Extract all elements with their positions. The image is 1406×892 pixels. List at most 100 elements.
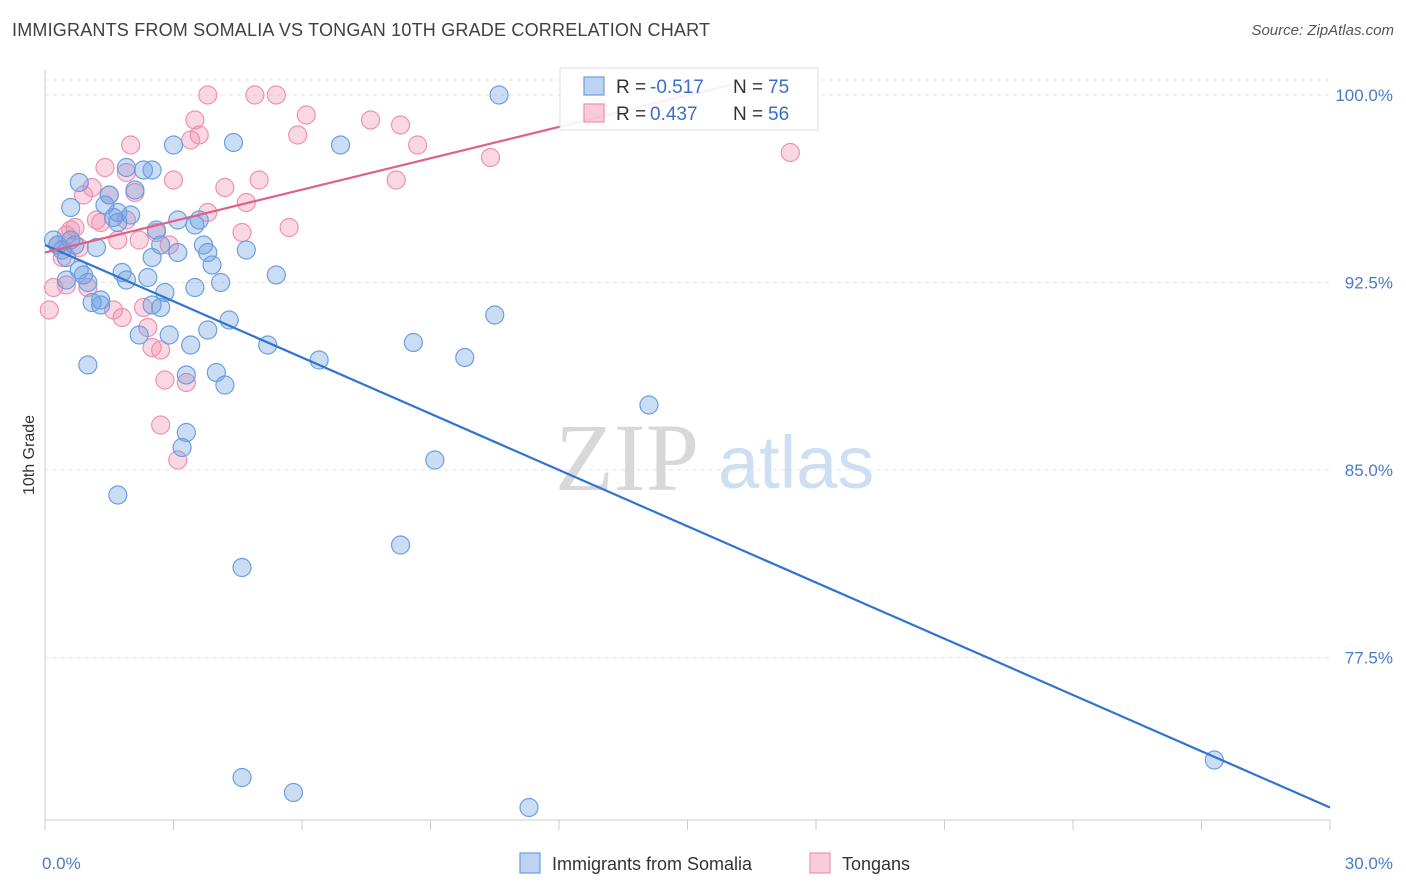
point-tongans [245, 85, 265, 105]
point-somalia [172, 437, 192, 458]
point-somalia [155, 282, 175, 303]
legend-r-label: R = [616, 77, 646, 98]
point-somalia [403, 332, 423, 353]
trend-line-somalia [44, 243, 1331, 809]
y-axis-label: 10th Grade [21, 415, 38, 495]
series-tongans-points [39, 85, 800, 470]
point-somalia [176, 422, 196, 443]
point-somalia [159, 325, 179, 345]
legend-r-value: -0.517 [650, 77, 704, 98]
point-somalia [223, 132, 244, 153]
y-tick-label: 77.5% [1345, 649, 1393, 668]
point-tongans [78, 277, 98, 298]
point-somalia [181, 335, 201, 355]
point-tongans [408, 135, 428, 155]
point-tongans [151, 415, 171, 435]
bottom-legend-label: Tongans [842, 854, 910, 874]
y-tick-label: 85.0% [1345, 461, 1393, 480]
point-somalia [232, 767, 252, 788]
point-somalia [61, 197, 81, 218]
point-somalia [202, 255, 222, 275]
y-tick-label: 92.5% [1345, 274, 1393, 293]
point-somalia [236, 240, 256, 260]
point-tongans [189, 125, 209, 145]
point-somalia [198, 242, 218, 263]
legend-n-label: N = [733, 77, 763, 98]
tick-labels: 100.0% 92.5% 85.0% 77.5% 0.0% 30.0% [42, 86, 1393, 873]
point-somalia [108, 485, 128, 505]
point-tongans [151, 340, 171, 360]
point-somalia [185, 215, 205, 235]
point-somalia [99, 185, 119, 205]
point-somalia [390, 535, 411, 555]
point-somalia [78, 355, 98, 375]
point-tongans [163, 170, 184, 190]
point-tongans [112, 307, 132, 328]
watermark: ZIP atlas [555, 404, 874, 511]
point-somalia [91, 290, 111, 310]
point-somalia [198, 320, 218, 340]
point-somalia [330, 135, 351, 155]
point-tongans [185, 110, 205, 130]
point-somalia [232, 557, 252, 578]
point-somalia [138, 267, 158, 288]
point-somalia [283, 782, 304, 803]
point-tongans [82, 177, 102, 198]
point-tongans [95, 157, 115, 178]
legend-r-label: R = [616, 104, 646, 125]
point-tongans [249, 170, 269, 190]
point-somalia [211, 272, 231, 293]
point-somalia [78, 272, 98, 293]
point-somalia [151, 297, 171, 318]
point-tongans [176, 372, 196, 393]
point-somalia [266, 265, 286, 285]
x-tick-label: 0.0% [42, 854, 81, 873]
point-somalia [455, 347, 475, 368]
point-tongans [266, 85, 286, 105]
legend-n-label: N = [733, 104, 763, 125]
watermark-atlas: atlas [718, 421, 874, 504]
point-tongans [121, 135, 141, 155]
source-label: Source: ZipAtlas.com [1251, 22, 1394, 39]
point-tongans [39, 300, 59, 320]
point-tongans [386, 170, 406, 190]
watermark-zip: ZIP [555, 404, 699, 511]
bottom-legend: Immigrants from Somalia Tongans [519, 852, 910, 874]
legend-n-value: 75 [768, 77, 789, 98]
axes [44, 70, 1331, 830]
point-tongans [56, 275, 77, 295]
point-somalia [639, 395, 659, 415]
point-tongans [155, 370, 175, 390]
point-tongans [360, 110, 381, 130]
point-tongans [232, 222, 252, 243]
point-somalia [163, 135, 184, 155]
point-somalia [142, 160, 162, 180]
point-somalia [116, 157, 136, 178]
point-tongans [296, 105, 316, 125]
point-tongans [198, 85, 218, 105]
point-somalia [125, 180, 145, 200]
bottom-legend-swatch [809, 852, 831, 874]
x-tick-label: 30.0% [1345, 854, 1393, 873]
point-somalia [185, 277, 205, 298]
point-tongans [480, 147, 501, 168]
legend-box [559, 67, 819, 131]
point-somalia [108, 202, 128, 223]
point-somalia [215, 375, 235, 395]
point-tongans [168, 450, 188, 470]
point-somalia [168, 242, 188, 263]
legend-n-value: 56 [768, 104, 789, 125]
point-somalia [425, 450, 445, 470]
point-somalia [489, 85, 509, 105]
point-somalia [129, 325, 149, 345]
legend-r-value: 0.437 [650, 104, 698, 125]
point-somalia [485, 305, 505, 325]
point-tongans [288, 125, 308, 145]
point-tongans [390, 115, 411, 135]
point-tongans [279, 217, 299, 238]
bottom-legend-label: Immigrants from Somalia [552, 854, 753, 874]
point-somalia [69, 172, 89, 193]
legend: R = -0.517 N = 75 R = 0.437 N = 56 [559, 67, 819, 131]
point-somalia [91, 295, 111, 315]
